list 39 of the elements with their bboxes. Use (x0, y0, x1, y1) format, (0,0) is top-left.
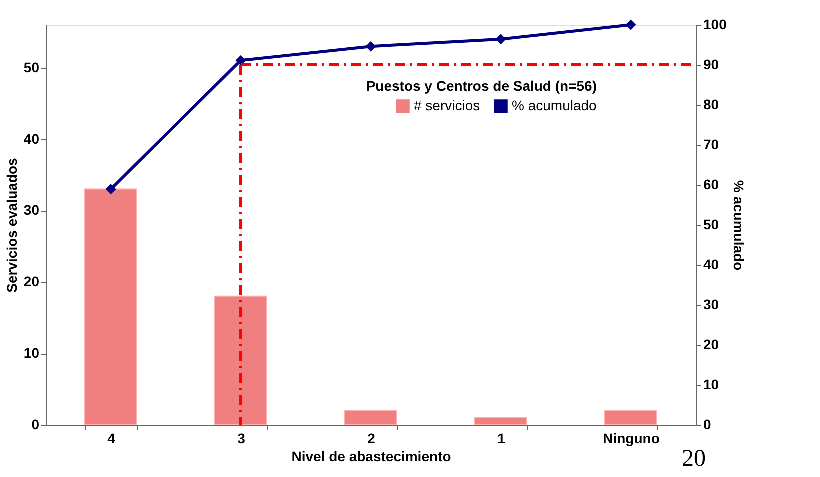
y2-tick-label: 40 (704, 256, 720, 272)
bar (604, 410, 658, 426)
point (236, 55, 246, 66)
bar (344, 410, 398, 426)
x-tick-label: 4 (108, 430, 116, 446)
point (496, 34, 506, 45)
y-tick-label: 50 (24, 59, 40, 76)
bar (214, 296, 268, 426)
legend-label: % acumulado (512, 97, 598, 114)
y-axis-title: Servicios evaluados (4, 158, 20, 293)
x-tick-label: Ninguno (603, 430, 660, 446)
y-tick-label: 20 (24, 274, 40, 290)
x-tick-label: 1 (498, 430, 506, 446)
y2-tick-label: 30 (704, 296, 720, 312)
point (106, 184, 116, 195)
x-axis-title: Nivel de abastecimiento (292, 448, 452, 464)
text: 20 (682, 446, 706, 472)
y-tick-label: 10 (24, 345, 40, 362)
y-tick-label: 0 (32, 416, 40, 432)
y2-tick-label: 80 (704, 96, 720, 112)
y2-tick-label: 20 (704, 336, 720, 352)
y2-tick-label: 50 (704, 216, 720, 232)
y2-tick-label: 60 (704, 176, 720, 192)
y-tick-label: 30 (24, 202, 40, 218)
legend-title: Puestos y Centros de Salud (n=56) (366, 78, 597, 94)
point (366, 41, 376, 52)
x-tick-label: 3 (238, 430, 246, 446)
bar (474, 417, 528, 426)
bar (84, 188, 138, 426)
y2-tick-label: 70 (704, 136, 720, 152)
point (626, 20, 636, 30)
legend-label: # servicios (414, 97, 480, 114)
y2-tick-label: 100 (704, 16, 728, 32)
y2-tick-label: 10 (704, 376, 720, 392)
y2-tick-label: 90 (704, 56, 720, 72)
y2-tick-label: 0 (704, 416, 712, 432)
y-tick-label: 40 (24, 130, 40, 147)
x-tick-label: 2 (368, 430, 376, 446)
y2-axis-title: % acumulado (730, 180, 747, 271)
